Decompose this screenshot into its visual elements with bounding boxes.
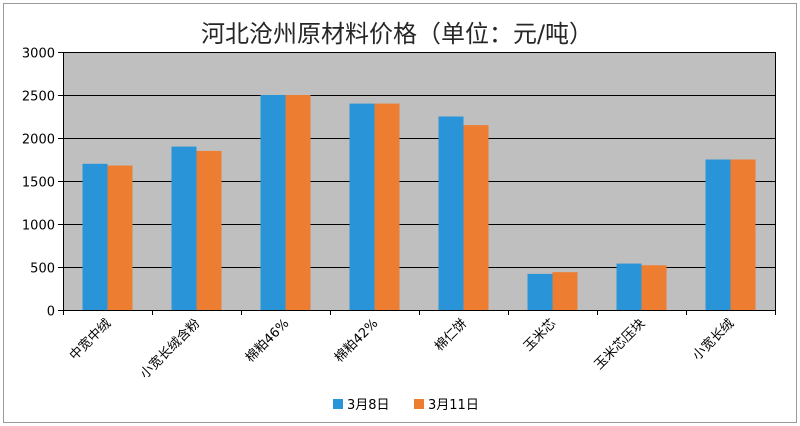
bar-series-2-category-4 — [374, 103, 400, 310]
bar-series-1-category-4 — [349, 103, 375, 310]
bar-series-1-category-8 — [705, 159, 731, 310]
legend-label-series-2: 3月11日 — [428, 398, 479, 413]
bar-series-1-category-6 — [527, 273, 553, 310]
bar-series-2-category-2 — [196, 150, 222, 310]
legend-label-series-1: 3月8日 — [347, 398, 390, 413]
y-tick-label: 500 — [30, 262, 55, 277]
bar-series-2-category-3 — [285, 95, 311, 310]
bar-series-1-category-3 — [260, 95, 286, 310]
y-tick-label: 2500 — [22, 90, 55, 105]
legend: 3月8日 3月11日 — [333, 398, 479, 413]
legend-swatch-series-1 — [333, 399, 343, 409]
y-tick-label: 1000 — [22, 219, 55, 234]
bar-series-2-category-1 — [107, 165, 133, 310]
chart-title: 河北沧州原材料价格（单位：元/吨） — [201, 20, 593, 48]
bar-series-1-category-2 — [171, 146, 197, 310]
y-tick-label: 1500 — [22, 176, 55, 191]
y-axis: 0 500 1000 1500 2000 2500 3000 — [22, 47, 63, 320]
bar-series-1-category-7 — [616, 263, 642, 310]
bar-series-1-category-5 — [438, 116, 464, 310]
bar-series-2-category-8 — [730, 159, 756, 310]
y-tick-label: 0 — [47, 305, 55, 320]
legend-swatch-series-2 — [414, 399, 424, 409]
bar-series-2-category-7 — [641, 265, 667, 310]
bars — [82, 95, 756, 310]
y-tick-label: 3000 — [22, 47, 55, 62]
bar-series-1-category-1 — [82, 163, 108, 310]
y-tick-label: 2000 — [22, 133, 55, 148]
bar-series-2-category-6 — [552, 272, 578, 310]
bar-series-2-category-5 — [463, 125, 489, 310]
